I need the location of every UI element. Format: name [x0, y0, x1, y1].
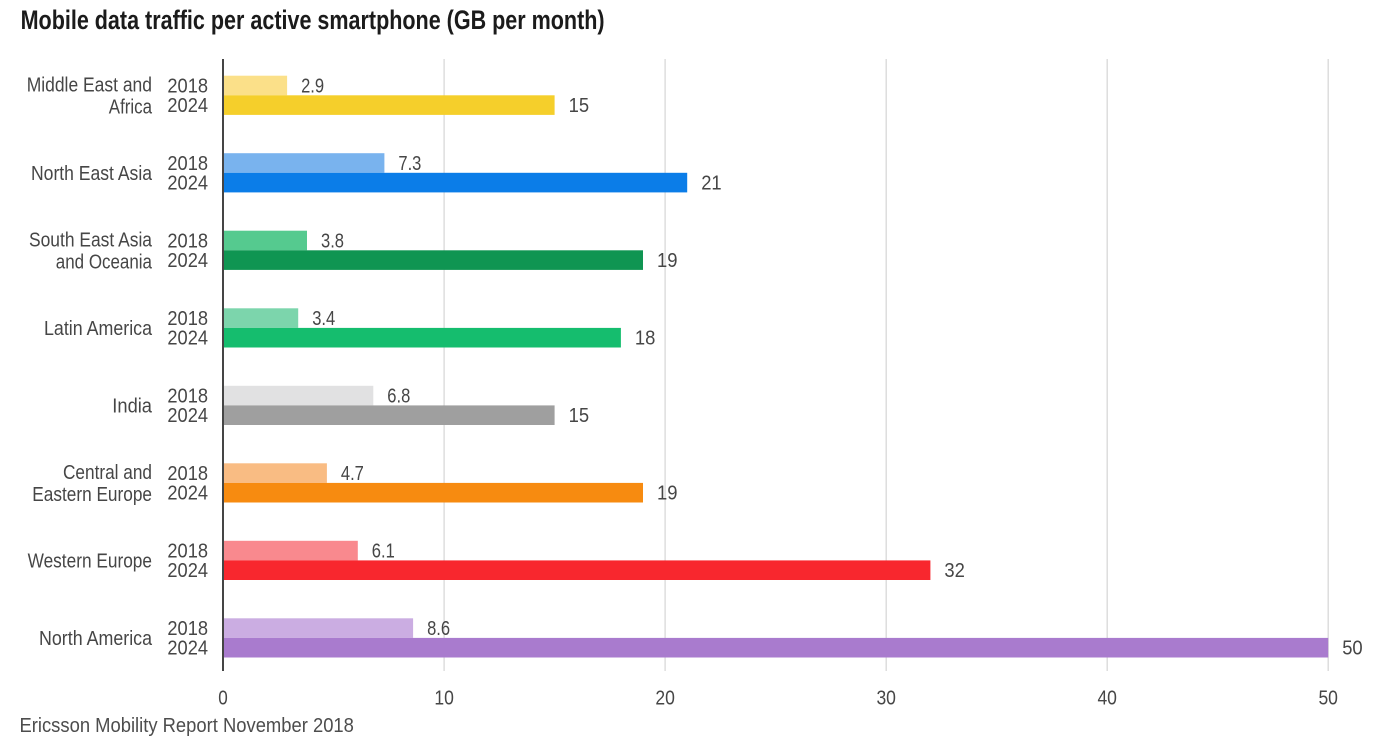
- svg-text:India: India: [112, 396, 152, 418]
- svg-text:Middle East and: Middle East and: [27, 75, 152, 97]
- svg-text:South East Asia: South East Asia: [29, 230, 153, 252]
- svg-text:2024: 2024: [167, 328, 208, 350]
- svg-text:19: 19: [657, 250, 678, 272]
- svg-text:0: 0: [218, 688, 228, 710]
- svg-text:8.6: 8.6: [427, 618, 450, 640]
- svg-text:Africa: Africa: [109, 97, 153, 119]
- svg-text:20: 20: [655, 688, 675, 710]
- svg-text:2024: 2024: [167, 560, 208, 582]
- svg-text:2018: 2018: [167, 541, 208, 563]
- svg-text:2018: 2018: [167, 386, 208, 408]
- svg-text:6.8: 6.8: [387, 386, 410, 408]
- svg-text:Mobile data traffic per active: Mobile data traffic per active smartphon…: [21, 5, 605, 35]
- svg-text:2024: 2024: [167, 483, 208, 505]
- svg-text:15: 15: [569, 405, 590, 427]
- svg-text:4.7: 4.7: [341, 463, 364, 485]
- svg-text:19: 19: [657, 483, 678, 505]
- svg-text:2024: 2024: [167, 405, 208, 427]
- svg-text:Western Europe: Western Europe: [28, 551, 152, 573]
- svg-text:2018: 2018: [167, 308, 208, 330]
- svg-text:Latin America: Latin America: [44, 318, 153, 340]
- svg-text:Eastern Europe: Eastern Europe: [32, 484, 152, 506]
- svg-text:2018: 2018: [167, 153, 208, 175]
- svg-text:Central and: Central and: [63, 462, 152, 484]
- svg-text:Ericsson Mobility Report Novem: Ericsson Mobility Report November 2018: [20, 715, 354, 737]
- svg-text:and Oceania: and Oceania: [56, 252, 153, 274]
- svg-text:50: 50: [1342, 638, 1363, 660]
- svg-text:3.4: 3.4: [312, 308, 335, 330]
- svg-text:North East Asia: North East Asia: [31, 163, 153, 185]
- svg-text:3.8: 3.8: [321, 231, 344, 253]
- svg-text:North America: North America: [39, 628, 153, 650]
- svg-text:2024: 2024: [167, 638, 208, 660]
- svg-text:50: 50: [1318, 688, 1338, 710]
- svg-text:30: 30: [876, 688, 896, 710]
- svg-text:2018: 2018: [167, 76, 208, 98]
- svg-text:7.3: 7.3: [398, 153, 421, 175]
- svg-text:32: 32: [944, 560, 965, 582]
- svg-text:2.9: 2.9: [301, 76, 324, 98]
- svg-text:2018: 2018: [167, 463, 208, 485]
- svg-text:15: 15: [569, 95, 590, 117]
- svg-text:2024: 2024: [167, 173, 208, 195]
- svg-text:2018: 2018: [167, 618, 208, 640]
- svg-text:40: 40: [1097, 688, 1117, 710]
- svg-text:10: 10: [434, 688, 454, 710]
- svg-text:21: 21: [701, 173, 722, 195]
- svg-text:2024: 2024: [167, 95, 208, 117]
- svg-text:2018: 2018: [167, 231, 208, 253]
- svg-text:18: 18: [635, 328, 656, 350]
- svg-text:2024: 2024: [167, 250, 208, 272]
- svg-text:6.1: 6.1: [372, 541, 395, 563]
